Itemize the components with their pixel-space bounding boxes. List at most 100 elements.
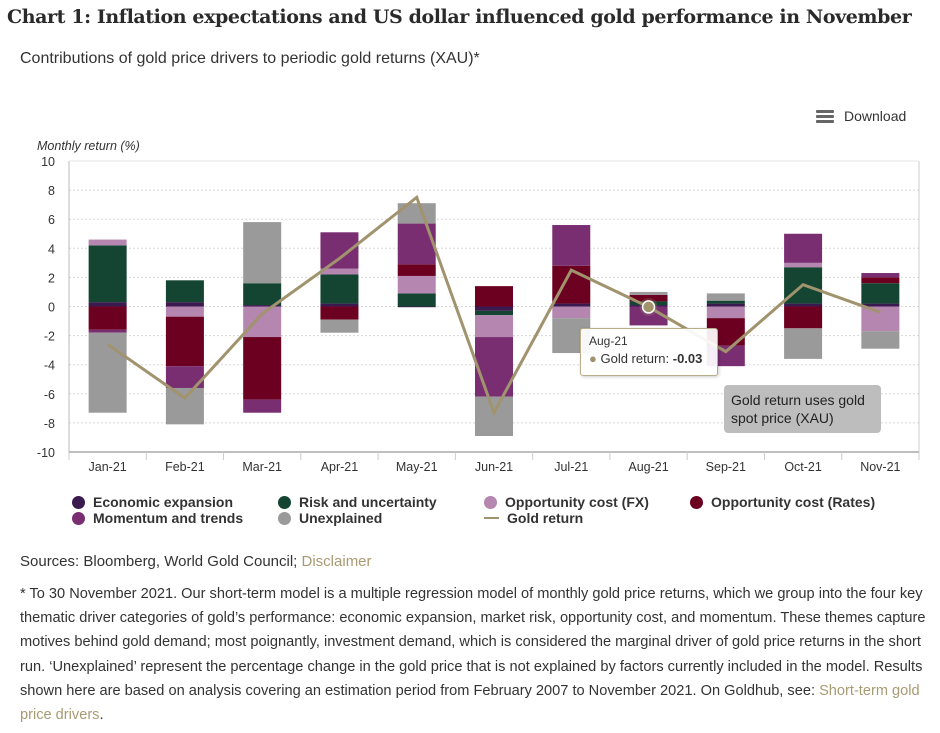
chart-title: Chart 1: Inflation expectations and US d…: [7, 6, 912, 28]
y-tick-label: 8: [48, 184, 55, 198]
download-button[interactable]: Download: [816, 108, 906, 124]
disclaimer-link[interactable]: Disclaimer: [301, 553, 372, 570]
bar-segment-risk-and-uncertainty: [320, 274, 359, 304]
bar-segment-risk-and-uncertainty: [706, 300, 745, 304]
bar-segment-opportunity-cost-fx-: [320, 268, 359, 275]
legend-dot-icon: [484, 495, 497, 509]
y-axis-ticks: 10 8 6 4 2 0 -2 -4 -6 -8 -10: [37, 155, 55, 460]
bar-segment-economic-expansion: [861, 303, 900, 307]
bar-segment-economic-expansion: [784, 303, 823, 307]
bar-segment-opportunity-cost-rates-: [165, 316, 204, 367]
legend-item-fx[interactable]: Opportunity cost (FX): [484, 494, 649, 510]
y-tick-label: -4: [44, 359, 55, 373]
bar-segment-opportunity-cost-rates-: [629, 294, 668, 302]
tooltip-value: -0.03: [672, 351, 703, 366]
y-tick-label: 6: [48, 213, 55, 227]
legend-label: Unexplained: [299, 510, 383, 526]
legend-label: Risk and uncertainty: [299, 494, 437, 510]
bar-segment-unexplained: [320, 319, 359, 333]
x-tick-label: Jun-21: [475, 460, 513, 474]
bar-segment-economic-expansion: [475, 306, 513, 311]
bars: [88, 203, 900, 436]
bar-segment-risk-and-uncertainty: [861, 283, 900, 304]
x-tick-label: Apr-21: [321, 460, 359, 474]
x-tick-label: Sep-21: [706, 460, 746, 474]
legend-item-momentum[interactable]: Momentum and trends: [72, 510, 243, 526]
legend-item-unexplained[interactable]: Unexplained: [278, 510, 382, 526]
bar-segment-risk-and-uncertainty: [397, 293, 436, 307]
legend-item-risk[interactable]: Risk and uncertainty: [278, 494, 437, 510]
short-term-drivers-link[interactable]: Short-term gold price drivers: [20, 682, 920, 724]
bar-segment-economic-expansion: [552, 303, 591, 307]
bar-segment-opportunity-cost-fx-: [397, 275, 436, 294]
tooltip: Aug-21 ● Gold return: -0.03: [580, 328, 718, 376]
x-tick-label: Aug-21: [628, 460, 668, 474]
bar-segment-opportunity-cost-fx-: [165, 306, 204, 317]
legend-item-gold-return[interactable]: Gold return: [484, 510, 583, 526]
bar-segment-risk-and-uncertainty: [165, 280, 204, 303]
legend-item-rates[interactable]: Opportunity cost (Rates): [690, 494, 875, 510]
bar-segment-unexplained: [165, 387, 204, 425]
x-tick-label: Oct-21: [784, 460, 822, 474]
bar-segment-opportunity-cost-rates-: [784, 306, 823, 329]
bar-segment-opportunity-cost-fx-: [88, 239, 127, 246]
bar-segment-opportunity-cost-fx-: [784, 262, 823, 268]
bar-segment-momentum-and-trends: [243, 399, 282, 413]
legend-line-icon: [484, 517, 499, 519]
bar-segment-risk-and-uncertainty: [475, 310, 513, 316]
bar-segment-unexplained: [706, 293, 745, 301]
bar-segment-opportunity-cost-fx-: [706, 306, 745, 319]
bar-segment-economic-expansion: [706, 303, 745, 307]
chart-subtitle: Contributions of gold price drivers to p…: [20, 50, 480, 67]
x-axis: Jan-21 Feb-21 Mar-21 Apr-21 May-21 Jun-21 Jul-…: [68, 451, 920, 474]
y-tick-label: -8: [44, 417, 55, 431]
legend-dot-icon: [278, 511, 291, 525]
gold-return-line: [106, 194, 881, 417]
bar-segment-opportunity-cost-rates-: [88, 306, 127, 330]
bar-segment-opportunity-cost-fx-: [552, 306, 591, 319]
x-tick-label: Jul-21: [554, 460, 588, 474]
x-tick-label: Jan-21: [89, 460, 127, 474]
y-tick-label: 0: [48, 301, 55, 315]
y-axis-label: Monthly return (%): [37, 139, 140, 153]
x-tick-label: Nov-21: [860, 460, 900, 474]
bar-segment-economic-expansion: [397, 306, 436, 308]
legend-label: Opportunity cost (FX): [505, 494, 649, 510]
bar-segment-opportunity-cost-rates-: [475, 286, 513, 307]
bar-segment-opportunity-cost-rates-: [397, 264, 436, 276]
bar-segment-momentum-and-trends: [552, 225, 591, 266]
bar-segment-economic-expansion: [88, 302, 127, 307]
legend-item-economic-expansion[interactable]: Economic expansion: [72, 494, 233, 510]
sources: Sources: Bloomberg, World Gold Council; …: [20, 553, 372, 570]
tooltip-label: Gold return:: [600, 351, 673, 366]
download-label: Download: [844, 108, 907, 124]
bar-segment-momentum-and-trends: [784, 233, 823, 263]
gold-return-line-path: [106, 194, 881, 417]
tooltip-month: Aug-21: [589, 334, 628, 348]
y-tick-label: 10: [41, 155, 55, 169]
tooltip-dot-icon: ●: [589, 351, 597, 366]
legend-label: Economic expansion: [93, 494, 234, 510]
y-tick-label: -6: [44, 388, 55, 402]
y-tick-label: -2: [44, 330, 55, 344]
y-tick-label: -10: [37, 446, 55, 460]
bar-segment-momentum-and-trends: [165, 366, 204, 388]
bar-segment-momentum-and-trends: [320, 232, 359, 269]
legend-label: Momentum and trends: [93, 510, 244, 526]
legend-label: Opportunity cost (Rates): [711, 494, 876, 510]
bar-segment-opportunity-cost-fx-: [243, 306, 282, 338]
bar-segment-economic-expansion: [320, 303, 359, 307]
bar-segment-opportunity-cost-rates-: [243, 337, 282, 400]
footnote: * To 30 November 2021. Our short-term mo…: [20, 582, 932, 727]
bar-segment-momentum-and-trends: [397, 223, 436, 265]
highlighted-point: [641, 300, 656, 314]
bar-segment-risk-and-uncertainty: [88, 245, 127, 303]
bar-segment-unexplained: [397, 203, 436, 224]
y-tick-label: 4: [48, 242, 55, 256]
legend-dot-icon: [690, 495, 703, 509]
sources-text: Sources: Bloomberg, World Gold Council;: [20, 553, 302, 570]
legend-dot-icon: [278, 495, 291, 509]
footnote-end: .: [99, 707, 104, 724]
bar-segment-unexplained: [629, 291, 668, 295]
menu-icon: [816, 109, 834, 123]
